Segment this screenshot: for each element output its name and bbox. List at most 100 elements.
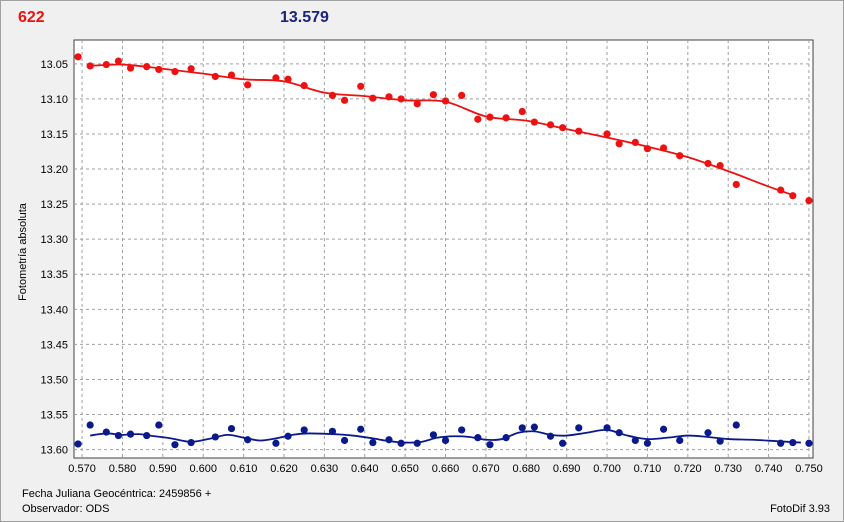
y-tick-label: 13.25 [40,199,68,211]
x-tick-label: 0.610 [230,463,258,475]
data-point [385,436,393,444]
x-tick-label: 0.730 [714,463,742,475]
x-tick-label: 0.700 [593,463,621,475]
y-tick-label: 13.55 [40,410,68,422]
x-tick-label: 0.720 [674,463,702,475]
data-point [227,424,236,433]
x-tick-label: 0.680 [513,463,541,475]
software-label: FotoDif 3.93 [770,503,830,515]
data-point [474,434,482,442]
observer-label: Observador: ODS [22,503,110,515]
data-point [74,53,82,61]
data-point [155,421,163,429]
y-tick-label: 13.50 [40,374,68,386]
magnitude-label: 13.579 [280,9,329,26]
x-tick-label: 0.670 [472,463,500,475]
x-tick-label: 0.630 [311,463,339,475]
data-point [187,65,195,73]
x-tick-label: 0.640 [351,463,379,475]
data-point [284,432,292,440]
data-point [643,439,652,447]
plot-area [73,39,814,459]
data-point [518,424,526,432]
data-point [502,114,510,122]
data-point [789,438,797,447]
data-point [732,180,740,189]
x-tick-label: 0.660 [432,463,460,475]
data-point [704,429,712,437]
data-point [659,425,668,433]
data-point [559,124,567,132]
x-axis: 0.570 0.580 0.590 0.600 0.610 0.620 0.630 0.640… [68,463,822,475]
data-point [211,433,219,441]
y-tick-label: 13.35 [40,269,68,281]
data-point [126,430,135,438]
grid-lines [74,40,813,458]
data-point [328,427,337,435]
data-point [413,100,421,108]
y-tick-label: 13.60 [40,445,68,457]
data-point [615,429,623,437]
data-point [300,81,308,90]
data-point [114,57,123,65]
data-point [603,130,611,138]
data-point [126,64,135,72]
series-layer [74,53,813,449]
x-tick-label: 0.580 [109,463,137,475]
data-point [502,434,510,442]
y-axis: 13.05 13.10 13.15 13.20 13.25 13.30 13.35 13.40… [40,59,68,457]
y-tick-label: 13.30 [40,234,68,246]
y-tick-label: 13.10 [40,94,68,106]
data-point [603,424,611,432]
data-point [429,431,438,439]
data-point [676,436,684,445]
data-point [429,91,438,99]
data-point [86,421,94,429]
trend-line-1 [90,428,801,444]
data-point [530,118,538,126]
data-point [171,441,179,449]
data-point [102,60,110,69]
data-point [615,140,623,148]
data-point [272,74,280,82]
data-point [328,91,337,100]
data-point [369,438,377,447]
data-point [114,431,123,440]
data-point [227,71,236,79]
data-point [244,436,252,444]
data-point [486,441,494,449]
data-point [171,67,179,76]
data-point [458,426,466,434]
data-point [518,107,526,116]
data-point [530,423,538,431]
data-point [143,63,151,71]
data-point [805,439,813,447]
data-point [716,161,724,170]
data-point [413,439,421,447]
data-point [777,439,785,447]
x-tick-label: 0.620 [270,463,298,475]
data-point [659,144,668,152]
data-point [732,421,740,429]
y-tick-label: 13.20 [40,164,68,176]
object-label: 622 [18,9,45,26]
data-point [340,96,349,104]
y-axis-label: Fotometría absoluta [17,202,29,301]
data-point [272,439,280,447]
data-point [86,62,94,70]
x-tick-label: 0.590 [149,463,177,475]
data-point [716,437,724,445]
data-point [244,81,252,89]
y-tick-label: 13.45 [40,339,68,351]
data-point [486,113,494,121]
data-point [631,138,639,146]
data-point [143,431,151,440]
data-point [187,438,195,447]
data-point [805,197,813,205]
x-tick-label: 0.690 [553,463,581,475]
data-point [385,93,393,101]
data-point [575,424,583,432]
data-point [211,72,219,81]
series-1 [74,421,813,449]
data-point [704,159,712,168]
